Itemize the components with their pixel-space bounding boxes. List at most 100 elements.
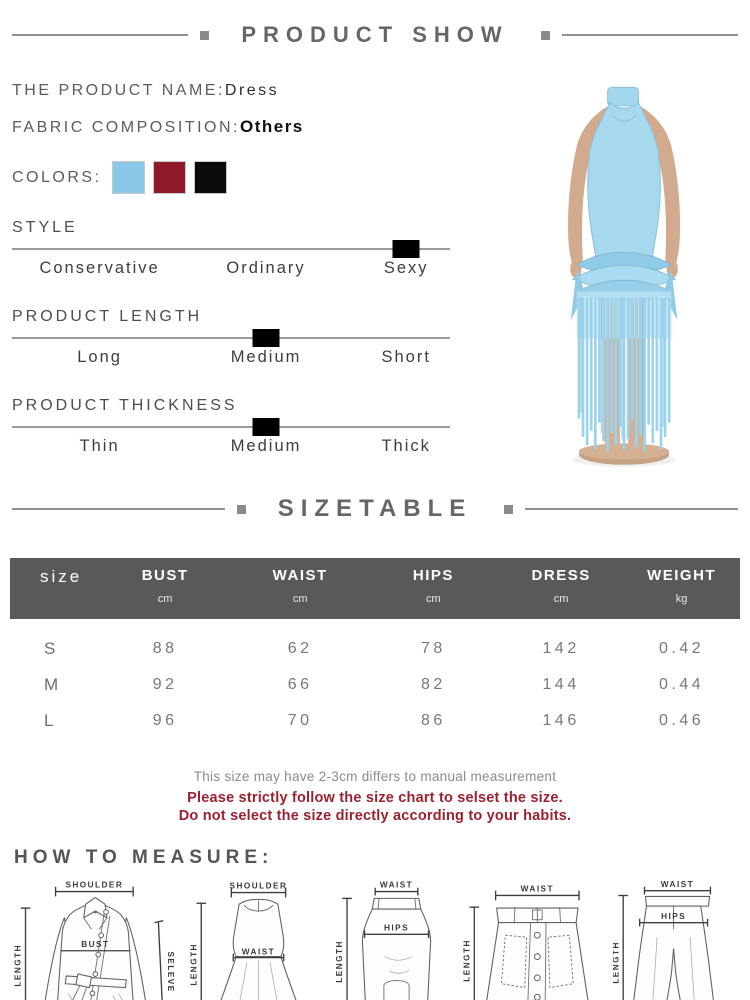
deco-line-left (12, 34, 189, 36)
style-options: Conservative Ordinary Sexy (12, 257, 450, 283)
style-selector: STYLE Conservative Ordinary Sexy (12, 219, 472, 283)
mini-skirt-waist-label: WAIST (521, 885, 554, 894)
fabric-value: Others (239, 117, 304, 136)
cell-bust-l: 96 (152, 712, 178, 729)
size-warning-2: Do not select the size directly accordin… (178, 808, 572, 825)
jacket-shoulder-label: SHOULDER (65, 881, 123, 890)
fabric-label: FABRIC COMPOSITION: (12, 119, 240, 136)
jacket-bust-label: BUST (81, 940, 109, 949)
cell-bust-m: 92 (152, 676, 178, 693)
cell-weight-m: 0.44 (659, 676, 705, 693)
dress-measure-diagram: SHOULDER WAIST LENGTH (189, 882, 296, 1000)
length-option-medium: Medium (230, 348, 302, 366)
jacket-sleeve-label: SELEVE (166, 952, 175, 993)
column-header-waist: WAIST cm (232, 558, 368, 619)
column-header-bust: BUST cm (97, 558, 233, 619)
thickness-options: Thin Medium Thick (12, 435, 450, 461)
cell-dress-m: 144 (542, 676, 580, 693)
how-to-measure-title: HOW TO MEASURE: (14, 847, 274, 869)
cell-hips-m: 82 (420, 676, 446, 693)
length-option-long: Long (77, 348, 122, 366)
thickness-selector: PRODUCT THICKNESS Thin Medium Thick (12, 397, 472, 461)
pants-length-label: LENGTH (613, 941, 620, 984)
color-swatch-blue (111, 161, 145, 194)
style-option-ordinary: Ordinary (226, 259, 306, 277)
cell-weight-l: 0.46 (659, 712, 705, 729)
style-track (12, 240, 450, 258)
thickness-track (12, 418, 450, 436)
thickness-marker (252, 418, 280, 436)
cell-dress-l: 146 (542, 712, 580, 729)
cell-waist-l: 70 (287, 712, 313, 729)
dress-image (568, 86, 681, 467)
cell-waist-s: 62 (287, 640, 313, 657)
dress-waist-label: WAIST (241, 948, 274, 957)
length-marker (252, 329, 280, 347)
length-track (12, 329, 450, 347)
product-photo (506, 74, 738, 479)
column-header-size: size (10, 558, 98, 619)
deco-square-right (540, 30, 550, 40)
style-label: STYLE (12, 219, 78, 236)
style-marker (392, 240, 420, 258)
size-table: size BUST cm WAIST cm HIPS cm DRESS cm WEIGH… (10, 558, 740, 739)
pants-measure-diagram: WAIST HIPS LENGTH (613, 880, 714, 1000)
product-show-heading: PRODUCT SHOW (0, 22, 750, 48)
sizetable-title: SIZETABLE (277, 495, 473, 522)
table-row-l: L 96 70 86 146 0.46 (10, 703, 740, 739)
cell-hips-l: 86 (420, 712, 446, 729)
cell-hips-s: 78 (420, 640, 446, 657)
dress-shoulder-label: SHOULDER (229, 882, 287, 891)
cell-size-m: M (44, 675, 59, 694)
colors-label: COLORS: (12, 168, 102, 186)
style-option-sexy: Sexy (383, 259, 429, 277)
length-option-short: Short (381, 348, 431, 366)
product-name-label: THE PRODUCT NAME: (12, 82, 225, 99)
deco-line-right (561, 34, 739, 36)
style-option-conservative: Conservative (39, 259, 160, 277)
length-selector: PRODUCT LENGTH Long Medium Short (12, 308, 472, 372)
column-header-hips: HIPS cm (367, 558, 500, 619)
cell-dress-s: 142 (542, 640, 580, 657)
mini-skirt-measure-diagram: WAIST LENGTH (463, 885, 589, 1000)
size-table-header-row: size BUST cm WAIST cm HIPS cm DRESS cm WEIGH… (10, 558, 740, 619)
deco-line-left (12, 508, 225, 510)
jacket-measure-diagram: SHOULDER BUST LENGTH SELEVE (14, 881, 175, 1000)
color-swatch-black (193, 161, 227, 194)
cell-size-s: S (44, 639, 56, 658)
column-header-weight: WEIGHT kg (623, 558, 740, 619)
thickness-option-medium: Medium (230, 437, 302, 455)
mini-skirt-length-label: LENGTH (463, 939, 472, 982)
measurement-note: This size may have 2-3cm differs to manu… (193, 769, 557, 784)
fabric-line: FABRIC COMPOSITION:Others (12, 117, 472, 137)
skirt-waist-label: WAIST (380, 881, 413, 890)
size-warning-1: Please strictly follow the size chart to… (187, 790, 563, 806)
cell-size-l: L (44, 711, 54, 730)
deco-line-right (525, 508, 738, 510)
deco-square-left (236, 504, 246, 514)
pants-waist-label: WAIST (661, 880, 694, 889)
skirt-hips-label: HIPS (384, 924, 409, 933)
deco-square-right (504, 504, 514, 514)
length-label: PRODUCT LENGTH (12, 308, 203, 325)
page-title: PRODUCT SHOW (241, 22, 509, 47)
thickness-option-thin: Thin (79, 437, 120, 455)
skirt-measure-diagram: WAIST HIPS LENGTH (336, 881, 432, 1000)
cell-weight-s: 0.42 (659, 640, 705, 657)
length-options: Long Medium Short (12, 346, 450, 372)
deco-square-left (200, 30, 210, 40)
table-row-m: M 92 66 82 144 0.44 (10, 667, 740, 703)
product-name-line: THE PRODUCT NAME:Dress (12, 82, 472, 100)
product-info-section: THE PRODUCT NAME:Dress FABRIC COMPOSITIO… (0, 82, 750, 479)
cell-waist-m: 66 (287, 676, 313, 693)
product-attributes: THE PRODUCT NAME:Dress FABRIC COMPOSITIO… (12, 82, 472, 479)
column-header-dress: DRESS cm (499, 558, 624, 619)
colors-row: COLORS: (12, 161, 472, 194)
pants-hips-label: HIPS (661, 912, 686, 921)
jacket-length-label: LENGTH (14, 944, 23, 987)
cell-bust-s: 88 (152, 640, 178, 657)
dress-length-label: LENGTH (189, 943, 198, 986)
thickness-option-thick: Thick (381, 437, 431, 455)
color-swatch-red (152, 161, 186, 194)
